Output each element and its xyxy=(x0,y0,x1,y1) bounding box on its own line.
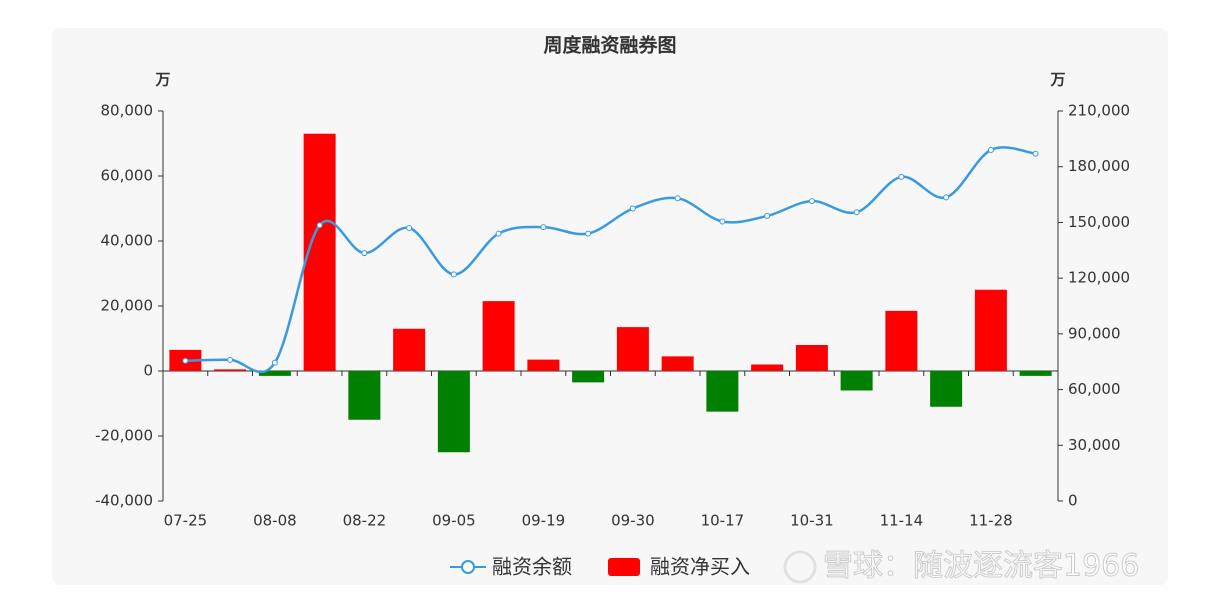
x-tick-label: 10-17 xyxy=(701,512,745,530)
line-point xyxy=(585,230,592,237)
y-tick-label: -20,000 xyxy=(95,427,153,445)
bar xyxy=(214,369,247,371)
line-point xyxy=(987,147,994,153)
line-point xyxy=(898,173,905,180)
y-tick-label: 0 xyxy=(143,362,153,380)
watermark: 雪球：随波逐流客1966 xyxy=(823,549,1139,584)
y2-tick-label: 0 xyxy=(1068,492,1078,510)
line-point xyxy=(361,250,368,257)
line-point xyxy=(674,195,681,202)
chart-title: 周度融资融券图 xyxy=(543,34,676,57)
line-point xyxy=(629,205,636,212)
y2-tick-label: 120,000 xyxy=(1068,269,1130,287)
x-tick-label: 07-25 xyxy=(164,512,208,530)
bar xyxy=(706,371,739,412)
y2-tick-label: 180,000 xyxy=(1068,157,1130,175)
x-tick-label: 09-30 xyxy=(611,512,655,530)
bar xyxy=(974,289,1007,371)
y-tick-label: 20,000 xyxy=(101,297,154,315)
x-tick-label: 08-22 xyxy=(343,512,387,530)
line-point xyxy=(227,356,234,363)
line-point xyxy=(808,198,815,205)
legend-symbol xyxy=(608,558,640,576)
bar xyxy=(527,359,560,371)
y2-axis-unit: 万 xyxy=(1049,71,1065,89)
bar xyxy=(661,356,694,371)
line-point xyxy=(764,212,771,219)
watermark-logo xyxy=(783,550,817,584)
line-point xyxy=(1032,150,1039,157)
bar xyxy=(795,345,828,371)
bar xyxy=(616,327,649,371)
bar xyxy=(572,371,605,383)
y-tick-label: 60,000 xyxy=(101,167,154,185)
x-tick-label: 09-05 xyxy=(432,512,476,530)
line-point xyxy=(495,230,502,237)
line-point xyxy=(450,271,457,278)
y-tick-label: 40,000 xyxy=(101,232,154,250)
bar xyxy=(393,328,426,371)
bar xyxy=(482,301,515,371)
legend-label: 融资净买入 xyxy=(650,555,750,579)
y2-tick-label: 210,000 xyxy=(1068,102,1130,120)
y-tick-label: -40,000 xyxy=(95,492,153,510)
line-point xyxy=(182,357,189,364)
bar xyxy=(930,371,963,407)
y2-tick-label: 90,000 xyxy=(1068,324,1121,342)
bar xyxy=(840,371,873,391)
line-point xyxy=(853,209,860,216)
line-point xyxy=(316,222,323,229)
line-point xyxy=(719,218,726,225)
line-point xyxy=(540,224,547,231)
x-tick-label: 11-28 xyxy=(969,512,1013,530)
legend-label: 融资余额 xyxy=(492,555,572,579)
y2-tick-label: 30,000 xyxy=(1068,436,1121,454)
bar xyxy=(258,371,291,376)
line-point xyxy=(943,194,950,201)
legend-symbol xyxy=(461,560,475,574)
bar xyxy=(751,364,784,371)
x-tick-label: 08-08 xyxy=(253,512,297,530)
x-tick-label: 09-19 xyxy=(522,512,566,530)
x-tick-label: 11-14 xyxy=(880,512,924,530)
bar xyxy=(348,371,381,420)
bar xyxy=(437,371,470,453)
line-point xyxy=(406,225,413,231)
line-point xyxy=(271,359,278,366)
y2-tick-label: 60,000 xyxy=(1068,380,1121,398)
y-axis-unit: 万 xyxy=(154,71,170,89)
x-tick-label: 10-31 xyxy=(790,512,834,530)
y2-tick-label: 150,000 xyxy=(1068,213,1130,231)
bar xyxy=(1019,371,1052,376)
bar xyxy=(885,310,918,371)
y-tick-label: 80,000 xyxy=(101,102,154,120)
